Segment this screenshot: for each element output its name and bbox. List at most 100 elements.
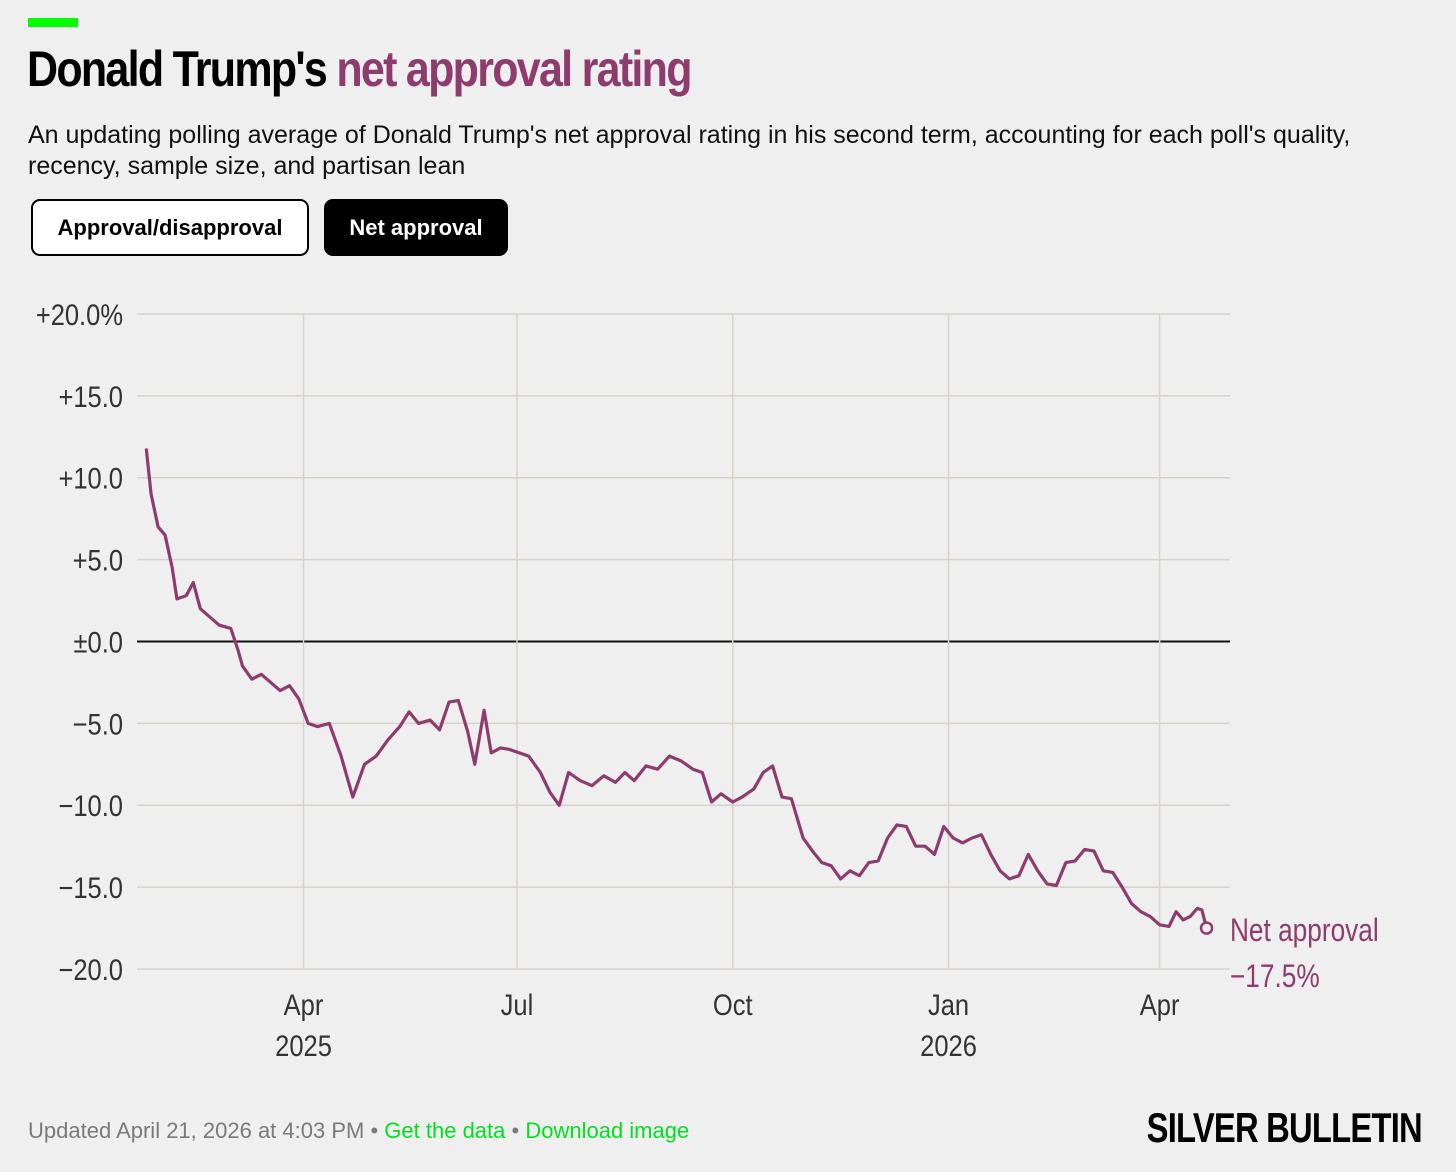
data-point <box>157 526 159 528</box>
data-point <box>771 765 774 767</box>
data-point <box>1189 915 1191 918</box>
y-tick-label: ±0.0 <box>74 626 123 659</box>
data-point <box>633 779 636 782</box>
data-point <box>858 874 861 877</box>
updated-text: Updated April 21, 2026 at 4:03 PM <box>28 1118 365 1143</box>
data-point <box>567 771 570 774</box>
data-point <box>1196 907 1198 910</box>
data-point <box>351 796 354 798</box>
title-main: Donald Trump's <box>27 41 328 97</box>
data-point <box>171 567 173 569</box>
data-point <box>176 598 178 600</box>
data-point <box>886 837 889 839</box>
data-point <box>473 763 476 766</box>
data-point <box>867 861 870 864</box>
x-tick-sublabel: 2025 <box>275 1029 332 1062</box>
data-point <box>199 607 202 610</box>
data-point <box>307 722 310 725</box>
data-point <box>208 616 211 618</box>
data-point <box>375 755 378 757</box>
y-tick-label: +15.0 <box>58 380 123 413</box>
data-point <box>279 689 281 692</box>
data-point <box>1046 883 1048 885</box>
data-point <box>701 771 704 774</box>
series-layer: Net approval −17.5% <box>144 448 1379 995</box>
net-approval-button[interactable]: Net approval <box>324 199 508 256</box>
data-point <box>490 752 492 754</box>
data-point <box>781 796 783 798</box>
data-point <box>1018 874 1020 877</box>
data-point <box>961 842 964 844</box>
get-data-link[interactable]: Get the data <box>384 1118 506 1143</box>
data-point <box>429 719 431 721</box>
data-point <box>387 738 389 741</box>
data-point <box>316 725 319 728</box>
data-point <box>645 765 647 767</box>
data-point <box>1140 910 1142 913</box>
data-point <box>398 725 401 728</box>
data-point <box>821 861 823 864</box>
data-point <box>999 869 1001 872</box>
series-name-label: Net approval <box>1230 914 1379 949</box>
brand-logo: SILVER BULLETIN <box>1146 1104 1423 1151</box>
data-point <box>1083 848 1086 851</box>
data-point <box>192 581 195 584</box>
data-point <box>288 684 291 687</box>
data-point <box>509 748 511 751</box>
data-point <box>656 768 659 771</box>
data-point <box>549 791 551 793</box>
data-point <box>830 865 833 867</box>
data-point <box>668 755 671 757</box>
data-point <box>896 824 898 826</box>
data-point <box>1182 919 1184 921</box>
approval-disapproval-button[interactable]: Approval/disapproval <box>31 199 309 256</box>
data-point <box>1121 886 1123 888</box>
data-point <box>539 771 542 774</box>
data-point <box>558 804 560 807</box>
data-point <box>905 825 908 828</box>
data-point <box>680 760 682 762</box>
data-point <box>518 752 521 754</box>
data-point <box>1074 860 1076 862</box>
data-point <box>924 845 926 847</box>
x-tick-label: Apr <box>284 988 324 1021</box>
data-point <box>499 747 502 749</box>
data-point <box>849 869 851 872</box>
data-point <box>164 534 166 536</box>
data-point <box>591 784 593 787</box>
data-point <box>741 796 743 798</box>
x-tick-sublabel: 2026 <box>920 1029 977 1062</box>
data-point <box>839 878 842 880</box>
net-approval-chart: +20.0% +15.0 +10.0 +5.0 ±0.0 −5.0 −10.0 −15.0 −2… <box>36 298 1379 1062</box>
data-point <box>145 449 148 451</box>
data-point <box>457 699 460 702</box>
data-point <box>753 788 755 790</box>
data-point <box>1093 850 1095 852</box>
data-point <box>230 627 232 630</box>
data-point <box>933 853 936 856</box>
footer-separator: • <box>511 1118 520 1143</box>
data-point <box>802 837 804 839</box>
footer: Updated April 21, 2026 at 4:03 PM • Get … <box>28 1118 689 1144</box>
grid-layer <box>137 313 1230 970</box>
footer-separator: • <box>370 1118 379 1143</box>
y-tick-label: +10.0 <box>58 462 123 495</box>
data-point <box>614 781 617 784</box>
title-highlight: net approval rating <box>336 41 692 97</box>
x-tick-label: Apr <box>1140 988 1180 1021</box>
x-tick-label: Jan <box>928 988 969 1021</box>
y-tick-label: −15.0 <box>58 871 123 904</box>
download-image-link[interactable]: Download image <box>525 1118 690 1143</box>
data-point <box>1175 910 1177 913</box>
data-point <box>602 774 605 777</box>
data-point <box>298 698 300 700</box>
y-tick-label: +5.0 <box>73 544 123 577</box>
y-tick-label: −10.0 <box>58 789 123 822</box>
data-point <box>328 722 331 725</box>
data-point <box>877 860 879 862</box>
y-tick-label: +20.0% <box>36 298 123 331</box>
series-value-label: −17.5% <box>1230 960 1320 995</box>
data-point <box>914 845 917 847</box>
data-point <box>218 624 220 626</box>
data-point <box>579 779 582 782</box>
